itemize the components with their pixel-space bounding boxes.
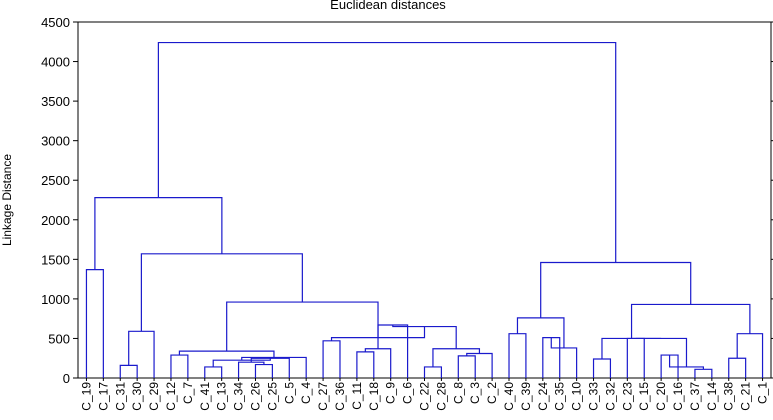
dendrogram-link-m19	[432, 348, 481, 367]
dendrogram-link-m27	[550, 337, 578, 378]
dendrogram-link-m16	[423, 366, 443, 378]
dendrogram-link-m2	[119, 364, 138, 378]
y-tick-label: 4500	[41, 15, 70, 30]
leaf-label: C_32	[603, 382, 617, 411]
dendrogram-link-m40	[157, 41, 617, 263]
dendrogram-links	[85, 41, 764, 378]
leaf-label: C_40	[502, 382, 516, 411]
dendrogram-link-m14	[364, 348, 392, 378]
dendrogram-link-m11	[178, 350, 275, 358]
leaf-label: C_28	[434, 382, 448, 411]
leaf-label: C_19	[79, 382, 93, 411]
leaf-label: C_37	[688, 382, 702, 411]
leaf-label: C_3	[468, 382, 482, 404]
leaf-label: C_36	[333, 382, 347, 411]
dendrogram-link-m30	[626, 337, 645, 378]
dendrogram-link-m15	[377, 324, 409, 378]
dendrogram-link-m22	[226, 301, 379, 352]
leaf-label: C_11	[350, 382, 364, 410]
leaf-label: C_16	[671, 382, 685, 411]
leaf-label: C_10	[570, 382, 584, 411]
leaf-label: C_35	[553, 382, 567, 411]
leaf-label: C_23	[620, 382, 634, 411]
leaf-label: C_22	[418, 382, 432, 411]
leaf-label: C_25	[265, 382, 279, 411]
dendrogram-link-m13	[356, 351, 375, 378]
dendrogram-link-m24	[94, 197, 223, 270]
y-tick-label: 2500	[41, 173, 70, 188]
dendrogram-link-m32	[694, 368, 713, 378]
leaf-label: C_9	[384, 382, 398, 404]
leaf-label: C_15	[637, 382, 651, 411]
dendrogram-link-m18	[466, 352, 493, 378]
leaf-label: C_30	[130, 382, 144, 411]
leaf-label: C_27	[316, 382, 330, 411]
y-tick-label: 1000	[41, 292, 70, 307]
y-tick-label: 3500	[41, 94, 70, 109]
dendrogram-link-m17	[457, 355, 476, 378]
dendrogram-link-m38	[630, 303, 751, 339]
leaf-label: C_2	[485, 382, 499, 404]
plot-frame	[77, 21, 772, 379]
y-tick-label: 2000	[41, 213, 70, 228]
leaf-label: C_14	[705, 382, 719, 411]
leaf-label: C_41	[198, 382, 212, 411]
dendrogram-link-m29	[592, 358, 612, 378]
leaf-label: C_5	[282, 382, 296, 404]
dendrogram-link-m1	[85, 269, 104, 378]
leaf-label: C_38	[722, 382, 736, 411]
dendrogram-link-m36	[728, 357, 747, 378]
dendrogram-link-m5	[204, 366, 223, 378]
dendrogram-link-m8	[250, 357, 290, 378]
leaf-label: C_34	[232, 382, 246, 411]
leaf-label: C_1	[756, 382, 770, 404]
leaf-label: C_29	[147, 382, 161, 411]
leaf-label: C_12	[164, 382, 178, 411]
leaf-label: C_18	[367, 382, 381, 411]
y-tick-label: 1500	[41, 252, 70, 267]
dendrogram-link-m39	[540, 261, 692, 318]
leaf-label: C_39	[519, 382, 533, 411]
leaf-label: C_6	[401, 382, 415, 404]
dendrogram-link-m4	[170, 354, 189, 378]
leaf-label: C_8	[451, 382, 465, 404]
y-axis-ticks: 0 500 1000 1500 2000 2500 3000 3500 4000 4500	[41, 15, 773, 386]
dendrogram-link-m12	[322, 340, 341, 378]
dendrogram-link-m35	[601, 337, 662, 360]
y-tick-label: 0	[63, 371, 70, 386]
dendrogram-link-m23	[140, 253, 303, 332]
dendrogram-link-m28	[516, 317, 565, 348]
y-tick-label: 3000	[41, 134, 70, 149]
chart-title: Euclidean distances	[330, 0, 446, 12]
y-tick-label: 4000	[41, 55, 70, 70]
leaf-label: C_24	[536, 382, 550, 411]
y-tick-label: 500	[48, 331, 70, 346]
dendrogram-link-m25	[508, 333, 527, 378]
leaf-label: C_20	[654, 382, 668, 411]
leaf-label: C_31	[113, 382, 127, 411]
dendrogram-link-m37	[736, 333, 764, 378]
leaf-label: C_13	[215, 382, 229, 411]
y-axis-label: Linkage Distance	[0, 154, 14, 246]
plot-border	[77, 21, 772, 379]
dendrogram-link-m7	[237, 361, 265, 378]
leaf-label: C_33	[587, 382, 601, 411]
leaf-label: C_21	[739, 382, 753, 411]
leaf-label: C_26	[248, 382, 262, 411]
leaf-label: C_17	[96, 382, 110, 411]
dendrogram-link-m3	[128, 330, 155, 378]
dendrogram-link-m26	[542, 337, 561, 378]
leaf-labels: C_19 C_17 C_31 C_30 C_29 C_12 C_7 C_41 C_13 C_34 C…	[79, 378, 770, 411]
leaf-label: C_4	[299, 382, 313, 404]
leaf-label: C_7	[181, 382, 195, 404]
dendrogram-link-m6	[254, 363, 273, 378]
